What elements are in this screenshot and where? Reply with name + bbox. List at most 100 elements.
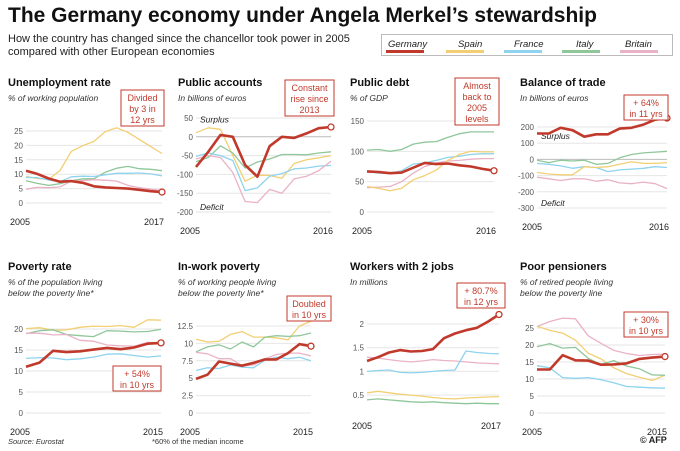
y-tick-label: 200 — [521, 123, 535, 132]
series-line-britain — [366, 356, 500, 365]
series-line-britain — [195, 154, 332, 204]
chart-subtitle: % of working population — [8, 93, 99, 103]
series-line-france — [25, 353, 162, 361]
y-tick-label: -200 — [177, 208, 194, 217]
deficit-label: Deficit — [200, 202, 224, 212]
y-tick-label: -150 — [177, 189, 194, 198]
y-tick-label: -100 — [177, 170, 194, 179]
y-tick-label: 0.5 — [353, 391, 365, 400]
source-note: Source: Eurostat — [8, 437, 64, 446]
y-tick-label: -200 — [518, 188, 535, 197]
end-marker-germany — [490, 167, 498, 175]
annotation-text: 12 yrs — [130, 115, 155, 125]
y-tick-label: 15 — [525, 358, 534, 367]
y-tick-label: 0 — [189, 409, 194, 418]
y-tick-label: 2 — [360, 320, 365, 329]
y-tick-label: -100 — [518, 172, 535, 181]
chart-panel-7: Workers with 2 jobs In millions 0.5 1 1.5 2 20… — [350, 261, 506, 431]
annotation-text: + 54% — [124, 369, 150, 379]
chart-subtitle: In millions — [350, 277, 389, 287]
x-label-start: 2005 — [180, 427, 200, 437]
x-label-start: 2005 — [352, 226, 372, 236]
series-line-germany — [194, 125, 332, 178]
y-tick-label: 5 — [189, 374, 194, 383]
y-tick-label: 5 — [530, 392, 535, 401]
annotation-text: in 11 yrs — [629, 109, 663, 119]
x-label-start: 2005 — [10, 217, 30, 227]
chart-panel-3: Public debt % of GDP 0 50 100 150 2005 2016 Almo… — [350, 77, 500, 236]
chart-title: Unemployment rate — [8, 77, 111, 89]
series-line-italy — [25, 165, 163, 187]
page-subtitle: How the country has changed since the ch… — [8, 33, 350, 58]
y-tick-label: 100 — [351, 147, 365, 156]
chart-panel-5: Poverty rate % of the population livingbe… — [8, 261, 165, 437]
y-tick-label: 0 — [530, 155, 535, 164]
y-tick-label: 12.5 — [177, 322, 193, 331]
x-label-start: 2005 — [352, 421, 372, 431]
legend-swatch-france — [504, 50, 542, 53]
annotation-box — [284, 79, 335, 117]
series-line-germany — [537, 353, 666, 371]
series-line-italy — [536, 150, 668, 165]
x-label-end: 2017 — [481, 421, 501, 431]
legend-label-france: France — [514, 39, 544, 50]
series-line-germany — [366, 313, 500, 363]
legend-swatch-germany — [386, 50, 424, 53]
y-tick-label: 0 — [19, 409, 24, 418]
chart-title: Public debt — [350, 77, 410, 89]
series-line-italy — [366, 131, 494, 152]
y-tick-label: 1 — [360, 367, 365, 376]
chart-title: In-work poverty — [178, 261, 261, 273]
chart-subtitle: In billions of euros — [520, 93, 589, 103]
chart-subtitle: % of retired people living — [520, 277, 613, 287]
annotation-box — [286, 295, 332, 322]
y-tick-label: 7.5 — [182, 357, 194, 366]
chart-panel-6: In-work poverty % of working people livin… — [177, 261, 332, 437]
x-label-end: 2016 — [476, 226, 496, 236]
y-tick-label: 25 — [525, 324, 534, 333]
series-line-britain — [536, 176, 668, 190]
annotation-text: in 10 yrs — [120, 380, 155, 390]
y-tick-label: 10 — [14, 367, 23, 376]
annotation-text: + 30% — [633, 315, 659, 325]
chart-panel-4: Balance of trade In billions of euros 200 1… — [518, 77, 671, 232]
y-tick-label: 0 — [530, 409, 535, 418]
afp-credit: © AFP — [640, 435, 667, 445]
annotation-text: Constant — [291, 83, 328, 93]
surplus-label: Surplus — [541, 131, 571, 141]
series-line-spain — [25, 319, 162, 331]
series-line-spain — [366, 150, 494, 192]
series-line-france — [536, 162, 668, 173]
y-tick-label: 150 — [351, 117, 365, 126]
annotation-text: Divided — [127, 93, 157, 103]
footnote: *60% of the median income — [152, 437, 244, 446]
annotation-text: by 3 in — [129, 104, 156, 114]
series-line-france — [536, 365, 666, 389]
x-label-end: 2017 — [144, 217, 164, 227]
series-line-germany — [537, 116, 668, 138]
chart-subtitle: % of working people living — [178, 277, 277, 287]
series-line-spain — [366, 390, 500, 400]
series-line-germany — [25, 169, 163, 194]
series-line-spain — [536, 325, 666, 382]
y-tick-label: 15 — [14, 346, 23, 355]
annotation-text: back to — [462, 92, 491, 102]
end-marker-germany — [307, 342, 315, 350]
chart-subtitle: % of the population living — [8, 277, 103, 287]
series-line-britain — [25, 179, 163, 192]
y-tick-label: 10 — [14, 170, 23, 179]
x-label-end: 2016 — [649, 222, 669, 232]
chart-panel-1: Unemployment rate % of working population… — [8, 77, 166, 227]
x-label-start: 2005 — [180, 226, 200, 236]
x-label-start: 2005 — [522, 222, 542, 232]
y-tick-label: 10 — [525, 375, 534, 384]
chart-subtitle: % of GDP — [350, 93, 388, 103]
y-tick-label: 5 — [19, 388, 24, 397]
annotation-box — [112, 365, 162, 392]
series-line-germany — [25, 341, 162, 369]
surplus-label: Surplus — [200, 114, 230, 124]
legend-label-britain: Britain — [625, 39, 652, 50]
y-tick-label: 15 — [14, 156, 23, 165]
y-tick-label: 10 — [184, 339, 193, 348]
